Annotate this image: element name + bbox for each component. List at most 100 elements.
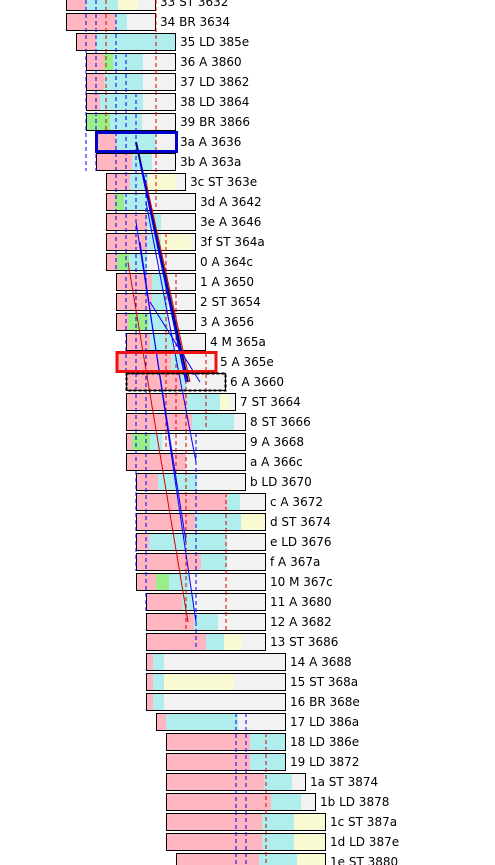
segment-pink xyxy=(116,273,152,291)
segment-empty xyxy=(164,653,286,671)
segment-pink xyxy=(86,53,104,71)
segment-pink xyxy=(146,693,153,711)
row-box xyxy=(136,573,266,591)
segment-empty xyxy=(234,673,286,691)
highlight-layer xyxy=(95,131,227,392)
segment-pink xyxy=(136,553,201,571)
row-box xyxy=(126,393,236,411)
row-label: d ST 3674 xyxy=(270,515,331,529)
row-3a-a-3636: 3a A 3636 xyxy=(96,133,241,151)
row-box xyxy=(166,753,286,771)
row-box xyxy=(146,613,266,631)
row-3-a-3656: 3 A 3656 xyxy=(116,313,254,331)
segment-cyan xyxy=(250,733,286,751)
segment-cyan xyxy=(86,0,118,11)
row-label: b LD 3670 xyxy=(250,475,312,489)
segment-cyan xyxy=(264,773,292,791)
segment-cyan xyxy=(148,313,168,331)
row-label: c A 3672 xyxy=(270,495,323,509)
segment-cyan xyxy=(169,573,189,591)
segment-green xyxy=(115,193,124,211)
row-38-ld-3864: 38 LD 3864 xyxy=(86,93,249,111)
row-1e-st-3880: 1e ST 3880 xyxy=(176,853,398,865)
segment-cyan xyxy=(150,333,174,351)
row-13-st-3686: 13 ST 3686 xyxy=(146,633,338,651)
trace-line xyxy=(139,161,187,383)
row-box xyxy=(146,673,286,691)
segment-cyan xyxy=(271,793,301,811)
segment-yellow xyxy=(294,813,326,831)
trace-line xyxy=(149,301,201,383)
segment-pink xyxy=(126,433,132,451)
segment-empty xyxy=(240,493,266,511)
row-39-br-3866: 39 BR 3866 xyxy=(86,113,250,131)
row-3b-a-363a: 3b A 363a xyxy=(96,153,241,171)
row-label: 3 A 3656 xyxy=(200,315,254,329)
segment-empty xyxy=(242,633,266,651)
segment-empty xyxy=(218,613,266,631)
segment-pink xyxy=(166,793,271,811)
row-11-a-3680: 11 A 3680 xyxy=(146,593,332,611)
row-box xyxy=(146,693,286,711)
segment-cyan xyxy=(259,853,297,865)
row-label: 10 M 367c xyxy=(270,575,333,589)
trace-line xyxy=(145,181,191,383)
segment-pink xyxy=(106,173,130,191)
row-15-st-368a: 15 ST 368a xyxy=(146,673,358,691)
segment-empty xyxy=(143,73,176,91)
segment-empty xyxy=(292,773,306,791)
current-row-box xyxy=(125,372,227,392)
row-label: 3d A 3642 xyxy=(200,195,262,209)
segment-pink xyxy=(166,833,262,851)
segment-pink xyxy=(146,593,182,611)
trace-line xyxy=(139,241,197,623)
row-4-m-365a: 4 M 365a xyxy=(126,333,266,351)
segment-cyan xyxy=(250,753,286,771)
segment-green xyxy=(104,53,113,71)
trace-line xyxy=(127,261,189,623)
segment-empty xyxy=(191,233,196,251)
segment-empty xyxy=(197,473,246,491)
row-label: 3a A 3636 xyxy=(180,135,241,149)
row-label: 0 A 364c xyxy=(200,255,253,269)
row-14-a-3688: 14 A 3688 xyxy=(146,653,352,671)
segment-pink xyxy=(156,713,166,731)
row-17-ld-386a: 17 LD 386a xyxy=(156,713,359,731)
segment-pink xyxy=(136,473,158,491)
row-box xyxy=(106,253,196,271)
segment-green xyxy=(86,113,110,131)
segment-cyan xyxy=(132,153,152,171)
row-label: 1c ST 387a xyxy=(330,815,397,829)
row-label: 19 LD 3872 xyxy=(290,755,359,769)
row-3d-a-3642: 3d A 3642 xyxy=(106,193,262,211)
segment-pink xyxy=(86,93,100,111)
segment-cyan xyxy=(158,473,197,491)
row-box xyxy=(156,713,286,731)
row-35-ld-385e: 35 LD 385e xyxy=(76,33,249,51)
segment-pink xyxy=(66,0,86,11)
row-label: 5 A 365e xyxy=(220,355,274,369)
row-37-ld-3862: 37 LD 3862 xyxy=(86,73,249,91)
row-label: 1b LD 3878 xyxy=(320,795,389,809)
segment-cyan xyxy=(194,613,218,631)
row-box xyxy=(146,653,286,671)
segment-pink xyxy=(126,453,186,471)
segment-yellow xyxy=(220,393,229,411)
segment-cyan xyxy=(113,53,143,71)
segment-empty xyxy=(181,353,216,371)
segment-cyan xyxy=(166,713,238,731)
row-box xyxy=(116,293,196,311)
row-box xyxy=(176,853,326,865)
row-label: 16 BR 368e xyxy=(290,695,360,709)
segment-empty xyxy=(229,393,236,411)
row-6-a-3660: 6 A 3660 xyxy=(126,373,284,391)
row-label: 35 LD 385e xyxy=(180,35,249,49)
segment-empty xyxy=(143,53,176,71)
row-box xyxy=(116,313,196,331)
segment-cyan xyxy=(110,113,142,131)
segment-empty xyxy=(162,433,246,451)
row-box xyxy=(76,33,176,51)
row-box xyxy=(146,633,266,651)
row-8-st-3666: 8 ST 3666 xyxy=(126,413,311,431)
